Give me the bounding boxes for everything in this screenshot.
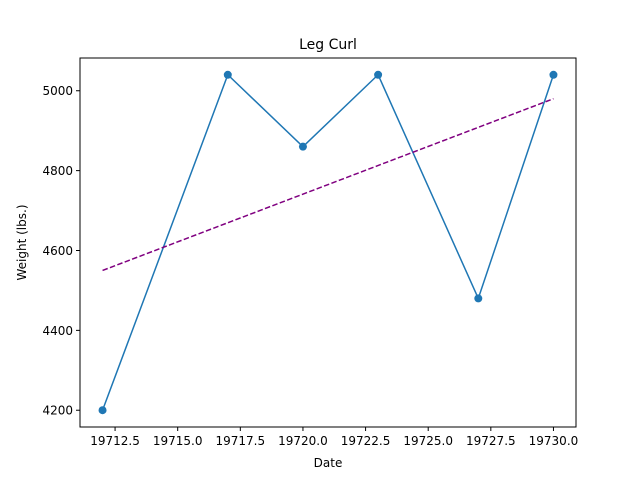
x-tick-label: 19715.0	[153, 434, 203, 448]
y-tick-label: 5000	[42, 84, 73, 98]
trend-line	[102, 98, 554, 272]
chart-title: Leg Curl	[299, 37, 357, 53]
y-tick-label: 4400	[42, 324, 73, 338]
x-tick-label: 19712.5	[90, 434, 140, 448]
x-axis-ticks: 19712.5 19715.0 19717.5 19720.0 19722.5 19725…	[90, 427, 578, 448]
y-axis-ticks: 4200 4400 4600 4800 5000	[42, 84, 80, 418]
x-tick-label: 19730.0	[529, 434, 579, 448]
series-line	[101, 74, 555, 411]
data-point	[298, 142, 307, 151]
y-tick-label: 4800	[42, 164, 73, 178]
x-axis-label: Date	[314, 456, 343, 470]
data-point	[549, 70, 558, 79]
plot-frame	[79, 57, 577, 428]
x-tick-label: 19720.0	[278, 434, 328, 448]
series-layer	[98, 70, 558, 415]
plot-area	[80, 58, 576, 427]
y-tick-label: 4600	[42, 244, 73, 258]
x-tick-label: 19727.5	[466, 434, 516, 448]
x-tick-label: 19725.0	[403, 434, 453, 448]
data-point	[223, 70, 232, 79]
x-tick-label: 19722.5	[341, 434, 391, 448]
y-axis-label: Weight (lbs.)	[15, 204, 29, 280]
data-point	[474, 294, 483, 303]
x-tick-label: 19717.5	[216, 434, 266, 448]
data-point	[374, 70, 383, 79]
data-point	[98, 406, 107, 415]
y-tick-label: 4200	[42, 404, 73, 418]
